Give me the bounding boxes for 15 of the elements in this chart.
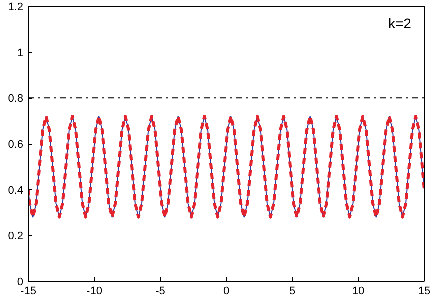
x-tick-label: -10 [86, 286, 102, 298]
x-tick-label: 10 [352, 286, 365, 298]
y-tick-label: 0.6 [8, 139, 24, 151]
y-tick-label: 1.2 [8, 2, 24, 14]
x-tick-label: -5 [156, 286, 166, 298]
x-tick-label: 0 [223, 286, 230, 298]
x-tick-label: 15 [418, 286, 431, 298]
x-tick-label: -15 [20, 286, 36, 298]
y-tick-label: 0.4 [8, 184, 24, 197]
y-tick-label: 0.2 [8, 230, 24, 243]
y-tick-label: 0.8 [8, 93, 24, 106]
annotation: k=2 [388, 16, 412, 32]
y-tick-label: 1 [17, 47, 24, 60]
y-tick-label: 0 [17, 276, 24, 288]
x-tick-label: 5 [289, 286, 296, 298]
